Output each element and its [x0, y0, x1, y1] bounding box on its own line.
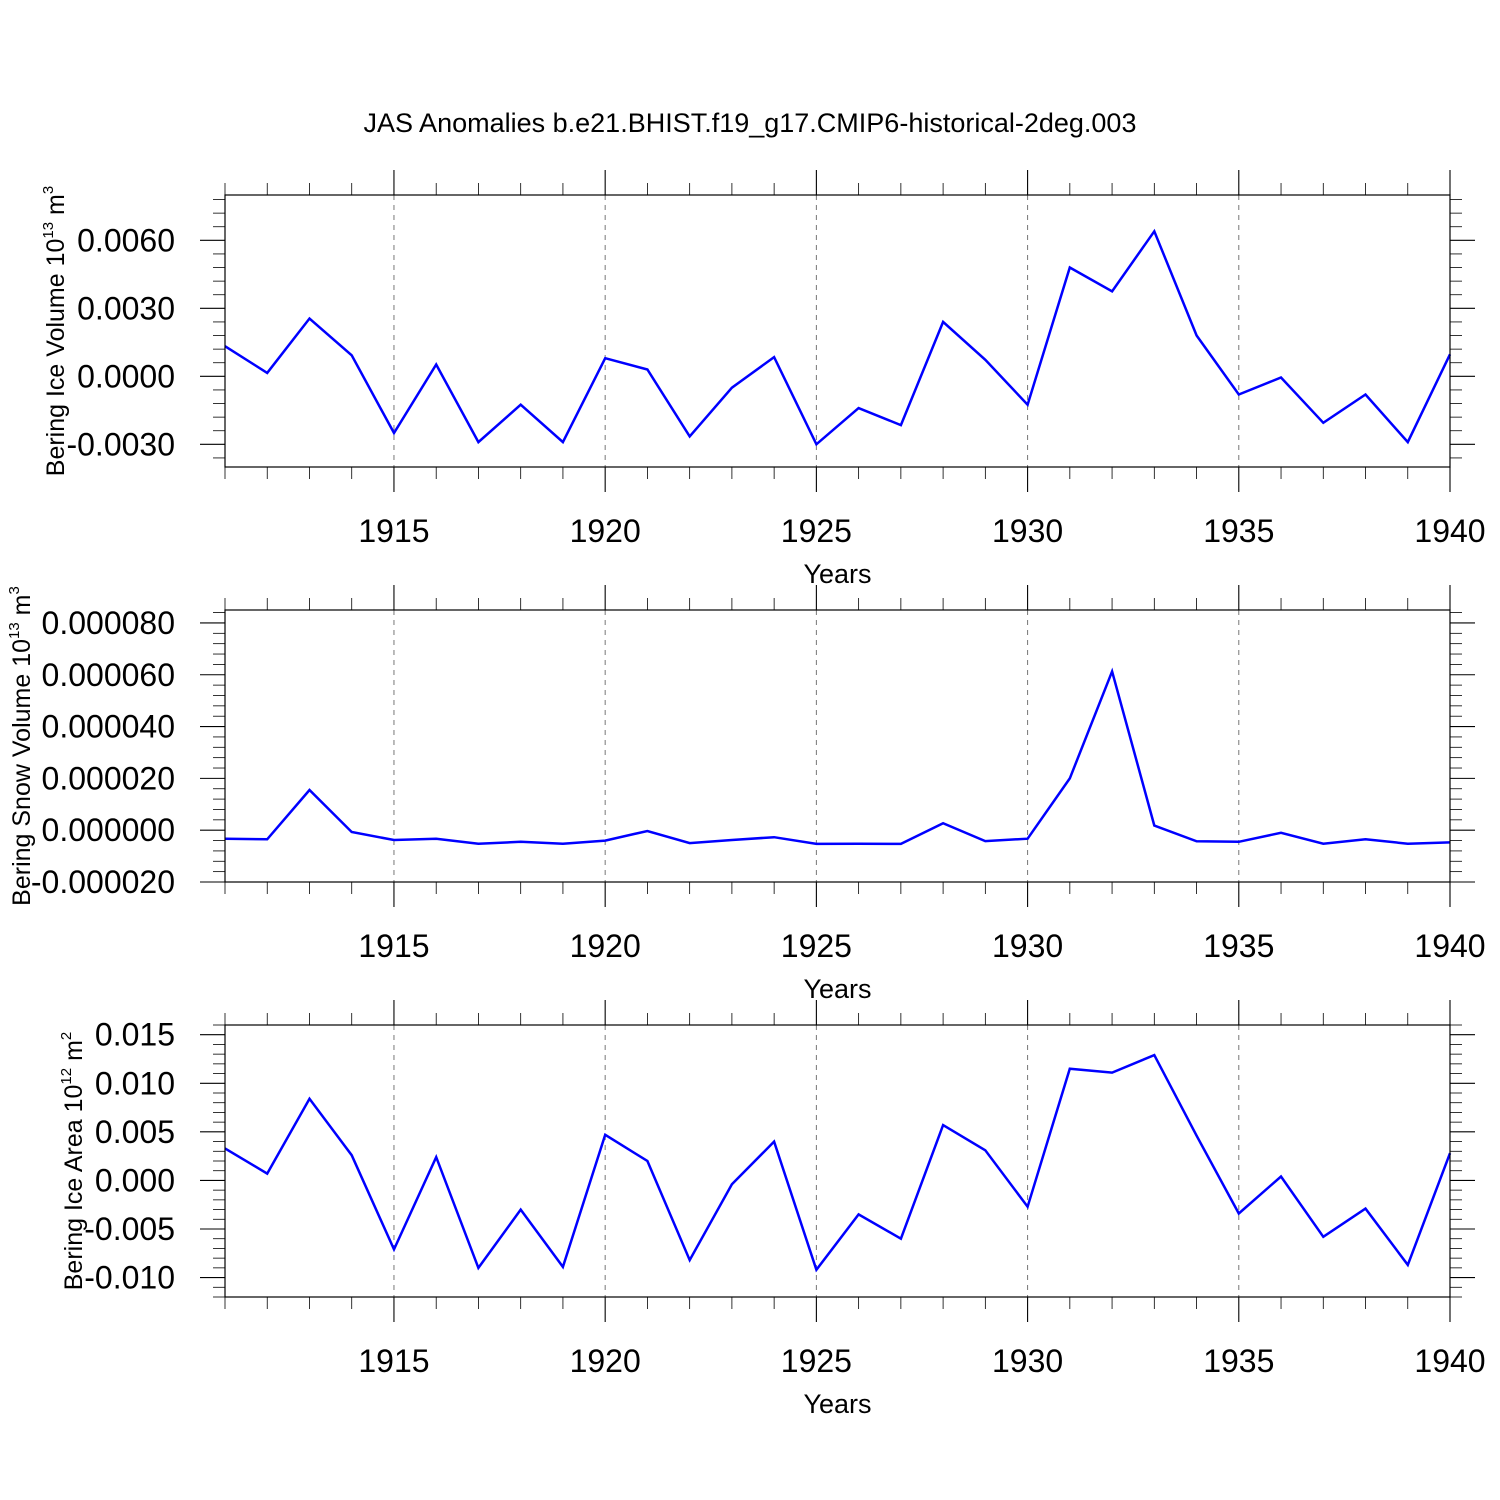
x-tick-label: 1930: [992, 513, 1063, 549]
panel-1: -0.0030 0.0000 0.0030 0.0060 1915 1920 1925 193…: [40, 170, 1486, 589]
plot-frame: [224, 1024, 1451, 1298]
y-axis-label-unit: m: [60, 1040, 88, 1068]
y-axis-label: Bering Snow Volume 1013 m3: [6, 586, 36, 906]
y-axis-label: Bering Ice Volume 1013 m3: [40, 186, 70, 476]
x-tick-label: 1920: [570, 513, 641, 549]
y-axis-label-unit-exponent: 2: [58, 1032, 75, 1040]
x-tick-label: 1915: [358, 928, 429, 964]
y-tick-label: -0.000020: [31, 864, 175, 900]
y-tick-label: -0.0030: [66, 426, 175, 462]
y-tick-label: 0.005: [95, 1114, 175, 1150]
series-line-3-1: [224, 1053, 1452, 1273]
y-axis-label-exponent: 12: [58, 1068, 75, 1085]
y-tick-label: 0.0030: [77, 290, 175, 326]
y-tick-label: -0.005: [84, 1211, 175, 1247]
x-tick-label: 1935: [1203, 1343, 1274, 1379]
panels: -0.0030 0.0000 0.0030 0.0060 1915 1920 1925 193…: [6, 170, 1486, 1419]
y-tick-label: 0.0060: [77, 222, 175, 258]
y-tick-label: -0.010: [84, 1260, 175, 1296]
x-tick-label: 1940: [1414, 928, 1485, 964]
x-axis-label: Years: [803, 974, 871, 1004]
y-tick-label: 0.000020: [42, 760, 175, 796]
x-tick-label: 1930: [992, 928, 1063, 964]
y-axis-label-unit: m: [42, 194, 70, 222]
y-tick-label: 0.000000: [42, 812, 175, 848]
plot-frame: [224, 609, 1451, 883]
y-tick-label: 0.000040: [42, 709, 175, 745]
chart-title: JAS Anomalies b.e21.BHIST.f19_g17.CMIP6-…: [364, 108, 1137, 138]
y-axis-label-exponent: 13: [40, 222, 57, 239]
y-axis-label: Bering Ice Area 1012 m2: [58, 1032, 88, 1291]
x-tick-label: 1930: [992, 1343, 1063, 1379]
series-line-1-1: [224, 228, 1452, 447]
y-axis-label-unit-exponent: 3: [40, 186, 57, 194]
series-line-2-1: [224, 667, 1451, 846]
x-tick-label: 1915: [358, 1343, 429, 1379]
y-tick-label: 0.000060: [42, 657, 175, 693]
y-axis-label-text: Bering Ice Area 10: [60, 1085, 88, 1291]
x-tick-label: 1920: [570, 1343, 641, 1379]
x-tick-label: 1940: [1414, 1343, 1485, 1379]
panel-3: -0.010 -0.005 0.000 0.005 0.010 0.015 1915 1920…: [58, 1000, 1486, 1419]
x-tick-label: 1935: [1203, 513, 1274, 549]
x-tick-label: 1925: [781, 513, 852, 549]
y-axis-label-text: Bering Snow Volume 10: [8, 639, 36, 906]
x-tick-label: 1935: [1203, 928, 1274, 964]
y-axis-label-unit: m: [8, 595, 36, 623]
x-tick-label: 1925: [781, 1343, 852, 1379]
x-tick-label: 1940: [1414, 513, 1485, 549]
x-axis-label: Years: [803, 1389, 871, 1419]
y-axis-label-exponent: 13: [6, 622, 23, 639]
y-axis-label-unit-exponent: 3: [6, 586, 23, 594]
y-axis-label-text: Bering Ice Volume 10: [42, 239, 70, 477]
panel-2: -0.000020 0.000000 0.000020 0.000040 0.00006…: [6, 585, 1486, 1004]
y-tick-label: 0.000: [95, 1162, 175, 1198]
x-tick-label: 1920: [570, 928, 641, 964]
plot-frame: [224, 194, 1451, 468]
y-tick-label: 0.0000: [77, 358, 175, 394]
x-axis-label: Years: [803, 559, 871, 589]
y-tick-label: 0.000080: [42, 605, 175, 641]
y-tick-label: 0.010: [95, 1065, 175, 1101]
x-tick-label: 1915: [358, 513, 429, 549]
y-tick-label: 0.015: [95, 1017, 175, 1053]
x-tick-label: 1925: [781, 928, 852, 964]
